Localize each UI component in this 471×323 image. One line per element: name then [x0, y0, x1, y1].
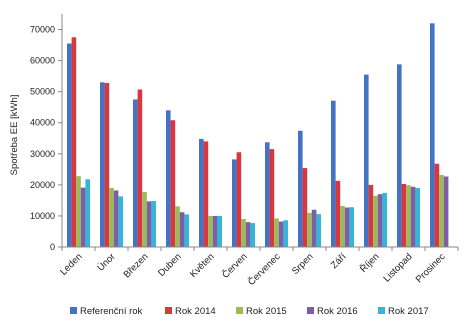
y-tick-label: 0 [50, 242, 55, 252]
bar [151, 201, 156, 247]
bar [443, 176, 449, 247]
bar [278, 221, 284, 247]
legend-swatch [165, 307, 172, 314]
bar [104, 82, 110, 247]
bar [199, 138, 204, 247]
series-3 [76, 174, 444, 247]
legend-label: Rok 2014 [175, 306, 216, 317]
y-tick-label: 20000 [30, 180, 55, 190]
bar [232, 159, 237, 247]
series-2 [71, 37, 440, 247]
bar [137, 89, 143, 247]
bar [269, 149, 275, 247]
bar [340, 205, 345, 247]
bar [175, 206, 180, 247]
legend-item: Referenční rok [70, 306, 143, 317]
bar [217, 215, 222, 247]
bar [142, 192, 147, 247]
bar [113, 190, 119, 247]
bar [166, 110, 171, 247]
bar [397, 64, 402, 247]
legend-item: Rok 2015 [236, 306, 287, 317]
bar [283, 220, 288, 247]
bar [85, 179, 90, 247]
bar [434, 163, 440, 247]
legend-item: Rok 2017 [378, 306, 429, 317]
bar [274, 218, 279, 247]
bar [184, 214, 189, 247]
bar [335, 180, 341, 247]
legend-label: Rok 2017 [388, 306, 429, 317]
bar [368, 184, 374, 247]
bar [311, 209, 317, 247]
bar [118, 196, 123, 247]
legend-item: Rok 2014 [165, 306, 216, 317]
legend-label: Referenční rok [80, 306, 143, 317]
bar [80, 187, 86, 247]
bar [67, 43, 72, 247]
legend-swatch [236, 307, 243, 314]
series-4 [80, 176, 449, 247]
y-tick-label: 70000 [30, 25, 55, 35]
bar [382, 192, 387, 247]
bar [439, 174, 444, 247]
legend: Referenční rok Rok 2014 Rok 2015 Rok 2016 Ro… [70, 306, 429, 317]
bar [245, 222, 251, 247]
y-axis-title: Spotřeba EE [kWh] [9, 95, 20, 176]
bar [430, 23, 435, 247]
bar [316, 214, 321, 247]
legend-label: Rok 2015 [246, 306, 287, 317]
bar [212, 215, 218, 247]
legend-item: Rok 2016 [307, 306, 358, 317]
bar [170, 120, 176, 247]
bar [208, 215, 213, 247]
bar [236, 152, 242, 247]
y-tick-label: 10000 [30, 211, 55, 221]
bar [109, 187, 114, 247]
bar [146, 201, 152, 247]
legend-swatch [70, 307, 77, 314]
series-1 [67, 23, 435, 248]
bar [364, 74, 369, 247]
bar [203, 141, 209, 247]
bar [76, 176, 81, 247]
bar [250, 223, 255, 247]
bar [302, 168, 308, 247]
bars [67, 23, 449, 248]
bar [377, 194, 383, 247]
bar [307, 212, 312, 247]
bar [349, 207, 354, 247]
y-tick-label: 30000 [30, 149, 55, 159]
bar [410, 186, 416, 247]
bar [298, 130, 303, 247]
bar [265, 142, 270, 247]
legend-swatch [378, 307, 385, 314]
legend-swatch [307, 307, 314, 314]
bar [100, 82, 105, 247]
y-tick-label: 40000 [30, 118, 55, 128]
series-5 [85, 179, 420, 247]
bar [415, 187, 420, 247]
bar [71, 37, 77, 247]
y-tick-label: 50000 [30, 87, 55, 97]
bar [331, 100, 336, 248]
bar [401, 183, 407, 247]
bar [133, 99, 138, 247]
bar [179, 212, 185, 247]
y-axis: 0 10000 20000 30000 40000 50000 60000 70000 [30, 14, 63, 252]
y-tick-label: 60000 [30, 56, 55, 66]
bar [373, 195, 378, 247]
bar [406, 185, 411, 247]
bar [344, 207, 350, 247]
legend-label: Rok 2016 [317, 306, 358, 317]
bar [241, 219, 246, 247]
